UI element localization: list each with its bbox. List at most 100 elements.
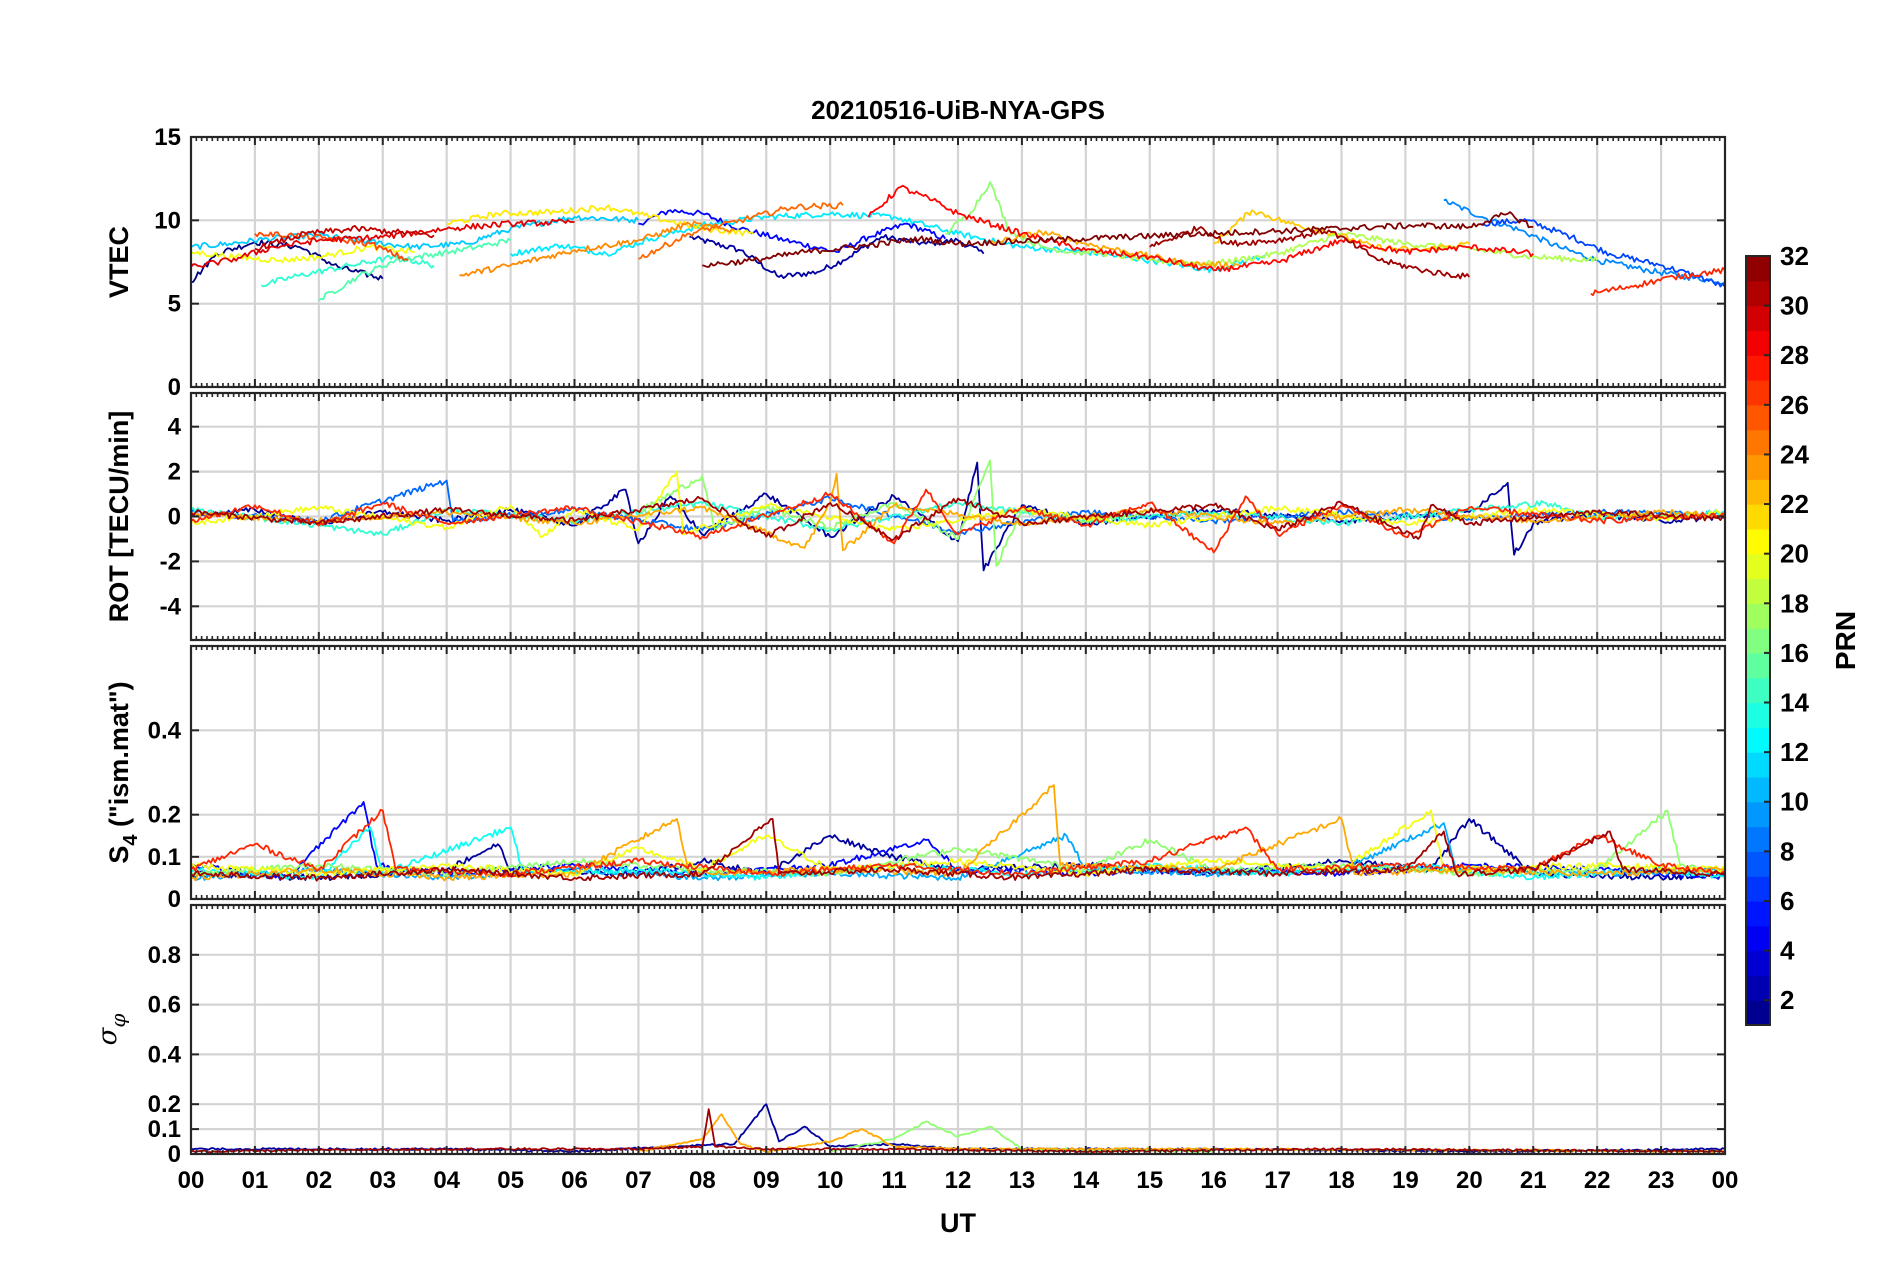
- series-prn-15: [318, 237, 512, 302]
- colorbar-tick-label: 8: [1780, 836, 1794, 866]
- panel-s4: 00.10.20.4S4 ("ism.mat"): [104, 644, 1727, 913]
- y-tick-label: 4: [168, 414, 182, 441]
- y-tick-label: 2: [168, 459, 181, 486]
- colorbar-tick-label: 20: [1780, 539, 1809, 569]
- series-prn-20: [191, 470, 1725, 538]
- x-tick-label: 21: [1520, 1167, 1547, 1194]
- colorbar-segment: [1746, 603, 1770, 629]
- x-tick-label: 14: [1072, 1167, 1099, 1194]
- colorbar-tick-label: 4: [1780, 936, 1795, 966]
- series-prn-31: [1149, 225, 1471, 280]
- colorbar-tick-label: 12: [1780, 737, 1809, 767]
- y-axis-label-tail: ("ism.mat"): [104, 681, 134, 834]
- colorbar-segment: [1746, 677, 1770, 704]
- colorbar-segment: [1746, 479, 1770, 505]
- colorbar-segment: [1746, 801, 1770, 828]
- series-prn-29: [191, 218, 575, 268]
- x-tick-label: 18: [1328, 1167, 1355, 1194]
- x-tick-label: 22: [1584, 1167, 1611, 1194]
- colorbar-segment: [1746, 950, 1770, 976]
- x-tick-label: 09: [753, 1167, 780, 1194]
- colorbar-tick-label: 16: [1780, 638, 1809, 668]
- y-axis-label-vtec: VTEC: [104, 226, 134, 298]
- colorbar-segment: [1746, 702, 1770, 728]
- series-prn-23: [191, 472, 1725, 552]
- y-axis-label-sub: 4: [120, 834, 142, 846]
- x-tick-label: 07: [625, 1167, 652, 1194]
- colorbar-segment: [1746, 404, 1770, 431]
- series-prn-28: [867, 184, 1534, 273]
- y-tick-label: 15: [154, 124, 181, 151]
- colorbar-tick-label: 24: [1780, 439, 1809, 469]
- colorbar-segment: [1746, 851, 1770, 877]
- series-prn-31: [191, 818, 1725, 882]
- colorbar-segment: [1746, 876, 1770, 902]
- x-tick-label: 00: [178, 1167, 205, 1194]
- x-tick-label: 00: [1712, 1167, 1739, 1194]
- x-tick-label: 20: [1456, 1167, 1483, 1194]
- panel-sigma: 00.10.2 0.4 0.6 0.8 σφ 00 01 02 03 04 05 06 07 08 09 10…: [93, 903, 1739, 1194]
- colorbar-segment: [1746, 429, 1770, 456]
- y-tick-label: 0: [168, 504, 181, 531]
- colorbar-tick-label: 32: [1780, 241, 1809, 271]
- y-axis-label-sigma: σφ: [93, 1014, 130, 1046]
- x-tick-label: 02: [305, 1167, 332, 1194]
- x-tick-label: 04: [433, 1167, 460, 1194]
- colorbar-segment: [1746, 776, 1770, 803]
- x-tick-label: 19: [1392, 1167, 1419, 1194]
- colorbar-segment: [1746, 504, 1770, 530]
- y-axis-label-main: S: [104, 846, 134, 864]
- colorbar-tick-label: 6: [1780, 886, 1794, 916]
- series-prn-30: [254, 225, 435, 252]
- x-tick-label: 16: [1200, 1167, 1227, 1194]
- y-tick-label: -2: [160, 548, 181, 575]
- y-tick-label: 0: [168, 1141, 181, 1168]
- y-tick-label: 0.4: [148, 717, 182, 744]
- colorbar-tick-label: 14: [1780, 688, 1809, 718]
- x-tick-label: 05: [497, 1167, 524, 1194]
- colorbar-segment: [1746, 925, 1770, 952]
- colorbar-segment: [1746, 256, 1770, 282]
- colorbar-tick-label: 30: [1780, 291, 1809, 321]
- y-tick-label: 0.4: [148, 1041, 182, 1068]
- colorbar-tick-label: 2: [1780, 985, 1794, 1015]
- colorbar-label: PRN: [1830, 611, 1861, 670]
- series-prn-22: [1213, 209, 1470, 253]
- series-prn-31: [191, 495, 1725, 542]
- colorbar-tick-label: 26: [1780, 390, 1809, 420]
- colorbar-segment: [1746, 330, 1770, 356]
- x-tick-label: 23: [1648, 1167, 1675, 1194]
- colorbar-tick-label: 28: [1780, 340, 1809, 370]
- y-tick-label: 0.2: [148, 802, 181, 829]
- series-prn-11: [191, 215, 640, 251]
- x-tick-label: 17: [1264, 1167, 1291, 1194]
- colorbar-segment: [1746, 628, 1770, 654]
- colorbar-tick-label: 22: [1780, 489, 1809, 519]
- y-tick-label: -4: [160, 593, 182, 620]
- y-tick-label: 0.1: [148, 844, 181, 871]
- panel-vtec: 0 5 10 15 VTEC: [104, 124, 1727, 401]
- panel-rot: -4 -2 0 2 4 ROT [TECU/min]: [104, 391, 1727, 642]
- panel-series-group: [191, 459, 1725, 572]
- series-prn-17: [191, 809, 1725, 878]
- x-axis-label: UT: [940, 1208, 976, 1238]
- y-tick-label: 0.8: [148, 942, 181, 969]
- series-prn-26: [254, 231, 409, 262]
- series-prn-25: [638, 201, 844, 260]
- y-tick-label: 5: [168, 291, 181, 318]
- colorbar-segment: [1746, 826, 1770, 852]
- series-prn-32: [702, 211, 1534, 268]
- y-tick-label: 0: [168, 886, 181, 913]
- y-axis-label-s4: S4 ("ism.mat"): [104, 681, 142, 863]
- colorbar-segment: [1746, 752, 1770, 778]
- colorbar-segment: [1746, 454, 1770, 480]
- x-tick-label: 13: [1009, 1167, 1036, 1194]
- y-tick-label: 0.1: [148, 1116, 181, 1143]
- x-tick-label: 06: [561, 1167, 588, 1194]
- colorbar-segment: [1746, 553, 1770, 580]
- chart-title: 20210516-UiB-NYA-GPS: [811, 95, 1105, 125]
- panel-series-group: [191, 181, 1725, 302]
